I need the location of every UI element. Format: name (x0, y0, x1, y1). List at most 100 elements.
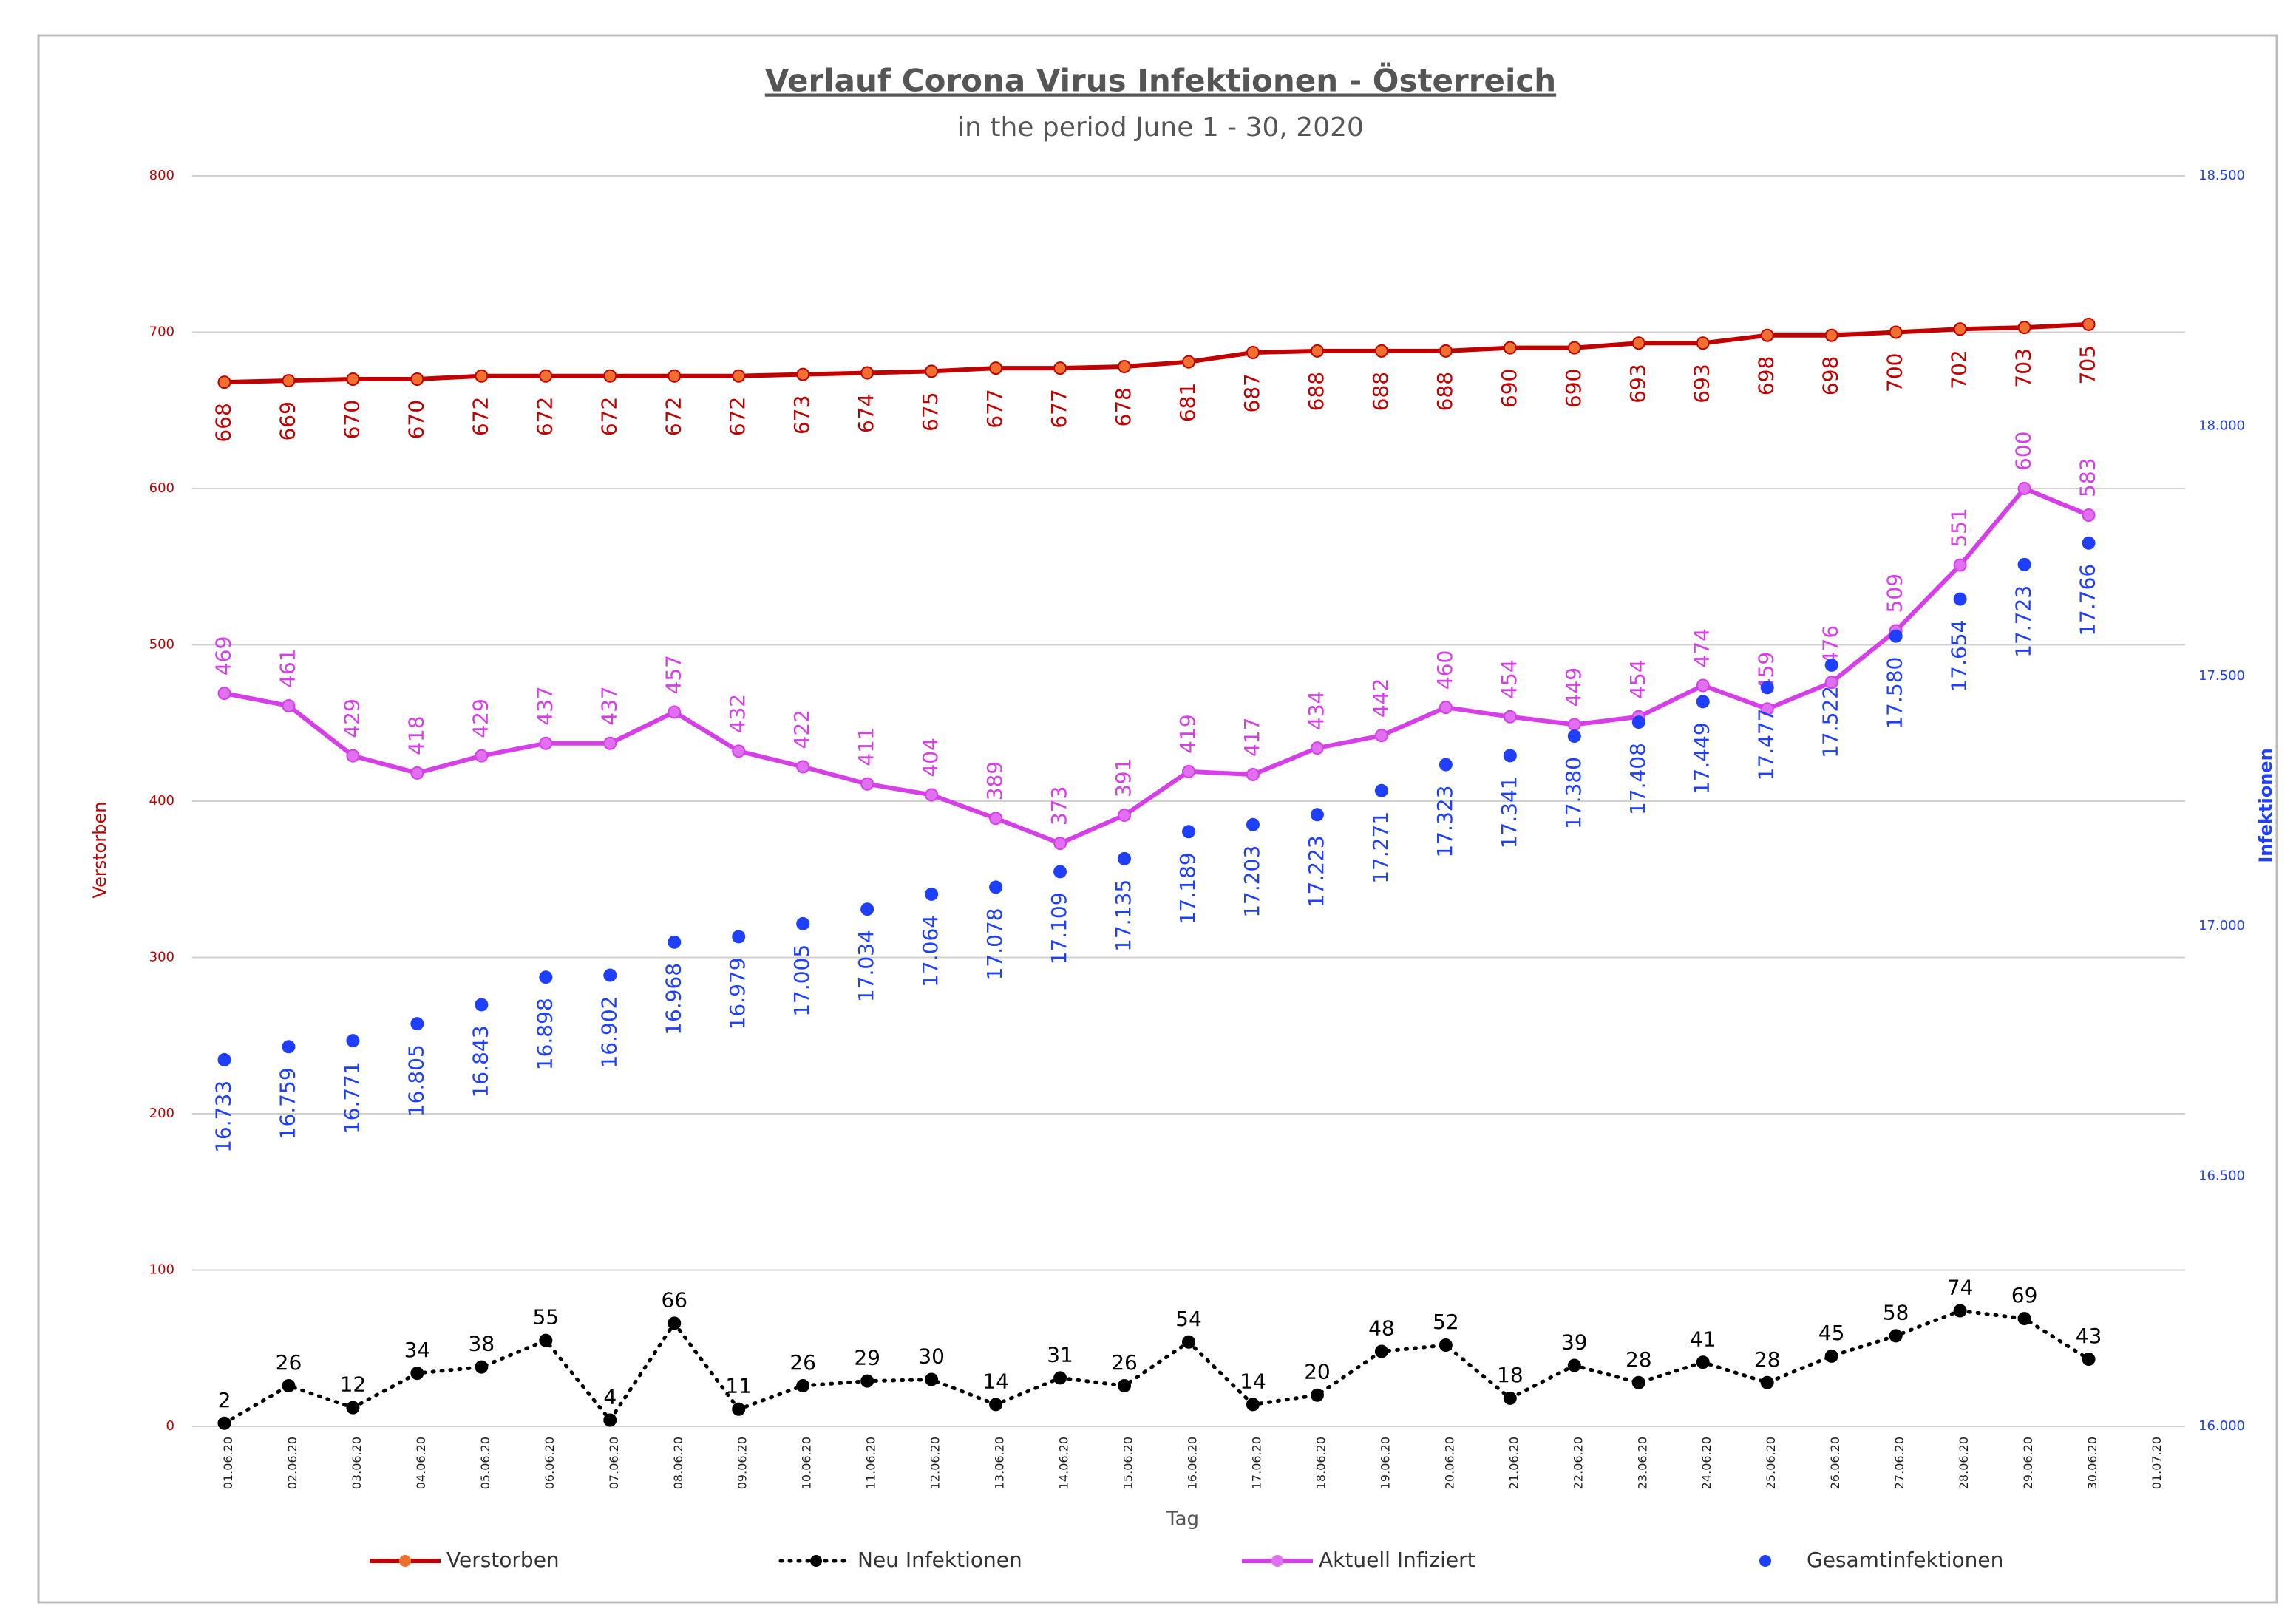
point (1824, 676, 1838, 690)
x-tick-label: 19.06.20 (1378, 1437, 1392, 1489)
point (1824, 328, 1838, 342)
data-label: 702 (1947, 350, 1971, 389)
point (925, 788, 939, 802)
data-label: 17.723 (2011, 585, 2036, 658)
data-label: 672 (661, 397, 685, 436)
x-tick-label: 08.06.20 (671, 1437, 685, 1489)
point (603, 369, 617, 383)
data-label: 55 (533, 1305, 560, 1330)
data-label: 677 (982, 389, 1007, 428)
data-label: 583 (2076, 458, 2100, 497)
data-label: 58 (1883, 1300, 1909, 1324)
point (2017, 1312, 2031, 1326)
x-tick-label: 15.06.20 (1121, 1437, 1135, 1489)
legend-marker (1271, 1555, 1283, 1567)
point (1760, 1375, 1774, 1389)
data-label: 429 (468, 698, 492, 738)
y-tick-label: 100 (149, 1262, 174, 1278)
point (989, 880, 1003, 894)
series-line (223, 486, 2090, 846)
x-axis-title: Tag (1166, 1508, 1199, 1531)
data-label: 437 (597, 686, 621, 725)
data-label: 688 (1368, 372, 1393, 411)
y2-tick-label: 16.500 (2198, 1168, 2245, 1184)
y-axis-title: Verstorben (89, 802, 110, 899)
point (282, 698, 296, 712)
data-label: 17.223 (1304, 835, 1328, 908)
data-label: 26 (276, 1350, 302, 1375)
point (732, 930, 746, 944)
point (1824, 1349, 1838, 1363)
data-label: 16.733 (211, 1081, 235, 1153)
data-label: 681 (1175, 383, 1200, 422)
point (1439, 1338, 1453, 1352)
x-tick-label: 01.06.20 (221, 1437, 235, 1489)
point (860, 777, 874, 791)
data-label: 16.898 (532, 998, 557, 1070)
point (1118, 1379, 1132, 1393)
point (1567, 718, 1581, 732)
point (2017, 557, 2031, 571)
point (539, 1333, 553, 1347)
point (1374, 1344, 1388, 1358)
x-tick-label: 07.06.20 (607, 1437, 621, 1489)
data-label: 391 (1111, 758, 1135, 797)
data-label: 693 (1626, 364, 1650, 403)
series-line (224, 321, 2089, 385)
x-tick-label: 29.06.20 (2021, 1437, 2035, 1489)
point (1118, 809, 1132, 823)
data-label: 16.843 (468, 1025, 492, 1098)
data-label: 476 (1818, 625, 1843, 664)
data-label: 66 (661, 1287, 687, 1312)
data-label: 17.341 (1497, 776, 1521, 848)
data-label: 669 (275, 401, 299, 440)
data-label: 419 (1175, 714, 1200, 753)
data-label: 26 (789, 1350, 816, 1375)
data-label: 14 (1240, 1369, 1266, 1393)
point (2082, 508, 2096, 522)
x-tick-label: 27.06.20 (1892, 1437, 1906, 1489)
y-tick-label: 0 (166, 1418, 174, 1434)
point (1889, 325, 1903, 339)
point (796, 760, 810, 774)
chart-subtitle: in the period June 1 - 30, 2020 (957, 112, 1364, 143)
x-tick-label: 01.07.20 (2150, 1437, 2164, 1489)
legend-label: Neu Infektionen (857, 1548, 1022, 1572)
data-label: 17.078 (982, 908, 1007, 980)
data-label: 509 (1883, 574, 1907, 613)
data-label: 17.522 (1818, 686, 1843, 758)
point (1953, 558, 1967, 572)
point (1567, 1358, 1581, 1372)
point (346, 749, 360, 763)
point (668, 369, 682, 383)
data-label: 429 (339, 698, 364, 738)
point (1631, 336, 1645, 350)
data-label: 670 (404, 400, 428, 439)
data-label: 698 (1818, 356, 1843, 395)
data-label: 460 (1433, 650, 1457, 690)
point (796, 916, 810, 930)
x-tick-label: 05.06.20 (478, 1437, 492, 1489)
point (989, 1398, 1003, 1412)
data-label: 17.323 (1433, 786, 1457, 858)
legend-label: Gesamtinfektionen (1807, 1548, 2003, 1572)
legend-marker (399, 1555, 411, 1567)
data-label: 422 (789, 710, 814, 749)
point (668, 935, 682, 949)
data-label: 672 (725, 397, 750, 436)
x-tick-label: 17.06.20 (1249, 1437, 1263, 1489)
point (732, 744, 746, 758)
data-label: 17.109 (1047, 892, 1071, 964)
point (539, 369, 553, 383)
point (1567, 729, 1581, 744)
point (475, 1360, 489, 1374)
point (1631, 1375, 1645, 1389)
point (1696, 678, 1710, 693)
data-label: 373 (1047, 786, 1071, 826)
data-label: 16.805 (404, 1044, 428, 1117)
data-label: 14 (982, 1369, 1009, 1393)
point (1953, 1304, 1967, 1318)
data-label: 30 (918, 1344, 945, 1369)
data-label: 31 (1047, 1342, 1073, 1367)
